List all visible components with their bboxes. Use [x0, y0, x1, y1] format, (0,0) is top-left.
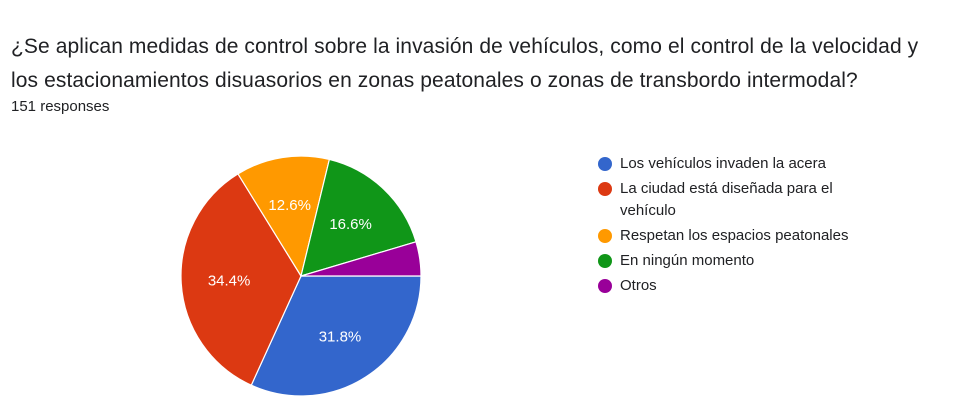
- legend-item[interactable]: La ciudad está diseñada para el vehículo: [598, 178, 888, 222]
- legend-label: En ningún momento: [620, 252, 755, 269]
- legend-label: La ciudad está diseñada para el vehículo: [620, 180, 833, 219]
- legend-swatch: [598, 229, 612, 243]
- legend-swatch: [598, 182, 612, 196]
- pie-slice-label: 31.8%: [319, 329, 362, 346]
- chart-legend: Los vehículos invaden la acera La ciudad …: [598, 153, 888, 300]
- legend-swatch: [598, 279, 612, 293]
- legend-item[interactable]: Otros: [598, 275, 888, 297]
- pie-slice[interactable]: [250, 275, 422, 397]
- legend-item[interactable]: En ningún momento: [598, 250, 888, 272]
- pie-slice-label: 12.6%: [268, 197, 311, 214]
- legend-label: Otros: [620, 277, 657, 294]
- legend-swatch: [598, 157, 612, 171]
- pie-slice-label: 34.4%: [208, 273, 251, 290]
- legend-label: Respetan los espacios peatonales: [620, 227, 849, 244]
- pie-slice[interactable]: [237, 155, 331, 278]
- question-title: ¿Se aplican medidas de control sobre la …: [11, 35, 919, 92]
- legend-swatch: [598, 254, 612, 268]
- legend-label: Los vehículos invaden la acera: [620, 155, 826, 172]
- response-count: 151 responses: [11, 98, 110, 115]
- legend-item[interactable]: Los vehículos invaden la acera: [598, 153, 888, 175]
- pie-slice[interactable]: [300, 158, 417, 277]
- pie-slice[interactable]: [180, 173, 302, 387]
- legend-item[interactable]: Respetan los espacios peatonales: [598, 225, 888, 247]
- pie-slice[interactable]: [300, 241, 422, 277]
- pie-slice-label: 16.6%: [329, 216, 372, 233]
